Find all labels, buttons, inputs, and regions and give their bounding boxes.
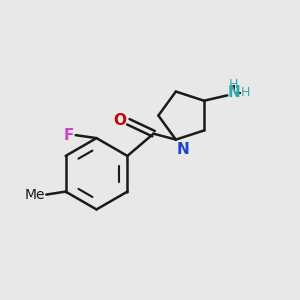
Text: H: H <box>240 86 250 100</box>
Text: F: F <box>64 128 74 142</box>
Text: Me: Me <box>24 188 45 202</box>
Text: N: N <box>177 142 190 157</box>
Text: O: O <box>113 113 127 128</box>
Text: N: N <box>227 85 240 100</box>
Text: H: H <box>229 78 239 91</box>
